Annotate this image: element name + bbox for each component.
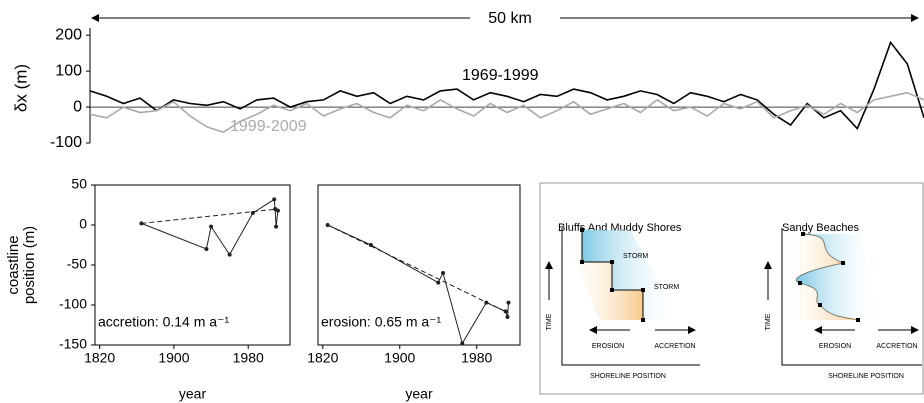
- direction-label: ACCRETION: [876, 343, 917, 350]
- y-tick-label: 0: [73, 98, 82, 115]
- annotation: 50 km: [488, 10, 532, 27]
- annotation: erosion: 0.65 m a⁻¹: [321, 314, 442, 330]
- axes: [561, 228, 700, 366]
- y-tick-label: -50: [67, 256, 87, 272]
- markers: [580, 228, 860, 322]
- axis-label: TIME: [546, 313, 553, 330]
- label-bg: [470, 8, 550, 28]
- series-label: 1999-2009: [230, 118, 307, 135]
- point: [503, 309, 508, 314]
- y-tick-label: 200: [55, 26, 82, 43]
- x-tick-label: 1820: [307, 350, 338, 366]
- y-tick-label: 100: [55, 62, 82, 79]
- point: [272, 197, 277, 202]
- point: [275, 208, 280, 213]
- y-tick-label: -150: [59, 336, 87, 352]
- direction-label: EROSION: [592, 343, 624, 350]
- trend-line: [141, 208, 278, 224]
- y-axis-label: δx (m): [11, 64, 30, 112]
- x-tick-label: 1900: [384, 350, 415, 366]
- series-line: [89, 40, 924, 131]
- shoreline: [581, 230, 644, 320]
- point: [204, 247, 209, 251]
- storm-label: STORM: [623, 253, 648, 260]
- diagram-border: [539, 182, 924, 395]
- axis-label: TIME: [765, 313, 772, 330]
- series-label: 1969-1999: [462, 67, 539, 84]
- x-axis-label: year: [179, 386, 207, 402]
- point: [325, 223, 330, 227]
- point: [484, 300, 489, 305]
- panel-title: Sandy Beaches: [782, 222, 860, 234]
- y-tick-label: -100: [50, 134, 82, 151]
- point: [139, 221, 144, 226]
- axis-label: SHORELINE POSITION: [590, 373, 666, 380]
- accretion-shade: [582, 230, 680, 320]
- point: [505, 315, 510, 319]
- y-axis-label: position (m): [21, 226, 38, 304]
- point: [506, 300, 511, 305]
- x-tick-label: 1820: [84, 350, 115, 366]
- direction-label: ACCRETION: [654, 343, 695, 350]
- axes: [781, 228, 922, 366]
- point: [209, 224, 214, 229]
- point: [441, 271, 446, 275]
- x-tick-label: 1980: [461, 350, 492, 366]
- erosion-shade: [780, 234, 858, 320]
- diagram: Bluffs And Muddy Shores Sandy Beaches ST…: [539, 182, 924, 395]
- axis-label: SHORELINE POSITION: [828, 373, 904, 380]
- trend-line: [327, 224, 509, 314]
- point: [274, 224, 279, 229]
- y-tick-label: 50: [71, 176, 87, 192]
- accretion-shade: [796, 234, 880, 320]
- storm-label: STORM: [654, 284, 679, 291]
- series-line: [89, 91, 924, 134]
- point: [436, 280, 441, 285]
- x-tick-label: 1980: [233, 350, 264, 366]
- point: [250, 211, 255, 215]
- y-axis-label: coastline: [5, 235, 22, 294]
- direction-label: EROSION: [819, 343, 851, 350]
- y-tick-label: -100: [59, 296, 87, 312]
- annotation: accretion: 0.14 m a⁻¹: [98, 314, 229, 330]
- point: [460, 341, 465, 346]
- x-tick-label: 1900: [158, 350, 189, 366]
- erosion-shade: [560, 230, 643, 320]
- plot-frame: [317, 184, 521, 346]
- point: [368, 243, 373, 247]
- point: [227, 252, 232, 257]
- y-tick-label: 0: [79, 216, 87, 232]
- x-axis-label: year: [405, 386, 433, 402]
